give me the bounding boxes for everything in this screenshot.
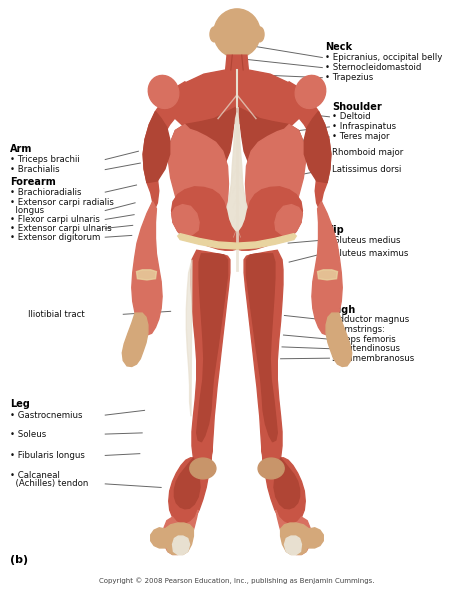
Ellipse shape bbox=[190, 458, 216, 479]
Polygon shape bbox=[151, 528, 173, 548]
Polygon shape bbox=[143, 111, 170, 183]
Text: • Sternocleidomastoid: • Sternocleidomastoid bbox=[325, 63, 421, 72]
Polygon shape bbox=[132, 202, 162, 335]
Polygon shape bbox=[237, 107, 303, 184]
Text: Neck: Neck bbox=[325, 43, 352, 52]
Text: • Calcaneal: • Calcaneal bbox=[10, 471, 60, 480]
Polygon shape bbox=[186, 260, 192, 416]
Text: Hip: Hip bbox=[325, 225, 344, 235]
Polygon shape bbox=[226, 55, 248, 70]
Polygon shape bbox=[174, 458, 200, 509]
Text: • Adductor magnus: • Adductor magnus bbox=[325, 315, 409, 324]
Text: Arm: Arm bbox=[10, 145, 33, 154]
Polygon shape bbox=[218, 113, 256, 244]
Text: • Teres major: • Teres major bbox=[332, 132, 389, 142]
Text: • Extensor digitorum: • Extensor digitorum bbox=[10, 232, 101, 242]
Text: • Trapezius: • Trapezius bbox=[325, 73, 373, 82]
Text: • Hamstrings:: • Hamstrings: bbox=[325, 325, 385, 334]
Text: Leg: Leg bbox=[10, 400, 30, 409]
Polygon shape bbox=[262, 446, 305, 524]
Polygon shape bbox=[173, 536, 190, 554]
Polygon shape bbox=[163, 510, 198, 554]
Text: Copyright © 2008 Pearson Education, Inc., publishing as Benjamin Cummings.: Copyright © 2008 Pearson Education, Inc.… bbox=[99, 578, 375, 585]
Polygon shape bbox=[163, 523, 193, 554]
Text: Latissimus dorsi: Latissimus dorsi bbox=[332, 164, 401, 174]
Polygon shape bbox=[326, 313, 352, 366]
Polygon shape bbox=[169, 446, 212, 524]
Polygon shape bbox=[318, 270, 337, 280]
Polygon shape bbox=[178, 234, 296, 249]
Text: • Gastrocnemius: • Gastrocnemius bbox=[10, 410, 83, 420]
Text: longus: longus bbox=[10, 206, 45, 215]
Text: • Brachioradialis: • Brachioradialis bbox=[10, 187, 82, 197]
Text: • Extensor carpi ulnaris: • Extensor carpi ulnaris bbox=[10, 224, 112, 233]
Text: • Triceps brachii: • Triceps brachii bbox=[10, 155, 80, 164]
Polygon shape bbox=[274, 458, 300, 509]
Text: Shoulder: Shoulder bbox=[332, 102, 382, 111]
Polygon shape bbox=[171, 70, 303, 132]
Text: • Deltoid: • Deltoid bbox=[332, 112, 370, 122]
Text: • Extensor carpi radialis: • Extensor carpi radialis bbox=[10, 197, 114, 207]
Polygon shape bbox=[191, 250, 230, 470]
Ellipse shape bbox=[214, 9, 260, 58]
Polygon shape bbox=[304, 111, 331, 183]
Polygon shape bbox=[284, 536, 301, 554]
Polygon shape bbox=[276, 82, 331, 211]
Polygon shape bbox=[143, 82, 198, 211]
Polygon shape bbox=[122, 313, 148, 366]
Polygon shape bbox=[244, 250, 283, 470]
Polygon shape bbox=[246, 125, 306, 238]
Ellipse shape bbox=[148, 75, 179, 109]
Polygon shape bbox=[172, 187, 302, 250]
Text: (b): (b) bbox=[10, 556, 28, 565]
Text: • Brachialis: • Brachialis bbox=[10, 165, 60, 174]
Text: Semimembranosus: Semimembranosus bbox=[332, 353, 415, 363]
Polygon shape bbox=[172, 205, 199, 238]
Ellipse shape bbox=[255, 27, 264, 42]
Text: Semitendinosus: Semitendinosus bbox=[332, 344, 401, 353]
Polygon shape bbox=[275, 205, 302, 238]
Polygon shape bbox=[171, 107, 237, 184]
Polygon shape bbox=[301, 528, 323, 548]
Text: (Achilles) tendon: (Achilles) tendon bbox=[10, 479, 89, 489]
Text: Rhomboid major: Rhomboid major bbox=[332, 148, 403, 158]
Polygon shape bbox=[281, 523, 311, 554]
Polygon shape bbox=[246, 254, 277, 442]
Text: • Epicranius, occipital belly: • Epicranius, occipital belly bbox=[325, 53, 442, 62]
Text: • Infraspinatus: • Infraspinatus bbox=[332, 122, 396, 132]
Text: • Soleus: • Soleus bbox=[10, 429, 46, 439]
Text: Iliotibial tract: Iliotibial tract bbox=[28, 310, 85, 319]
Polygon shape bbox=[137, 270, 156, 280]
Text: • Fibularis longus: • Fibularis longus bbox=[10, 451, 85, 460]
Ellipse shape bbox=[210, 27, 219, 42]
Polygon shape bbox=[197, 254, 228, 442]
Polygon shape bbox=[168, 125, 228, 238]
Text: Forearm: Forearm bbox=[10, 177, 56, 187]
Text: Biceps femoris: Biceps femoris bbox=[332, 334, 395, 344]
Text: Thigh: Thigh bbox=[325, 305, 356, 314]
Ellipse shape bbox=[258, 458, 284, 479]
Text: • Gluteus medius: • Gluteus medius bbox=[325, 235, 400, 245]
Polygon shape bbox=[312, 202, 342, 335]
Text: • Gluteus maximus: • Gluteus maximus bbox=[325, 249, 408, 259]
Polygon shape bbox=[276, 510, 311, 554]
Text: • Flexor carpi ulnaris: • Flexor carpi ulnaris bbox=[10, 215, 100, 224]
Ellipse shape bbox=[295, 75, 326, 109]
